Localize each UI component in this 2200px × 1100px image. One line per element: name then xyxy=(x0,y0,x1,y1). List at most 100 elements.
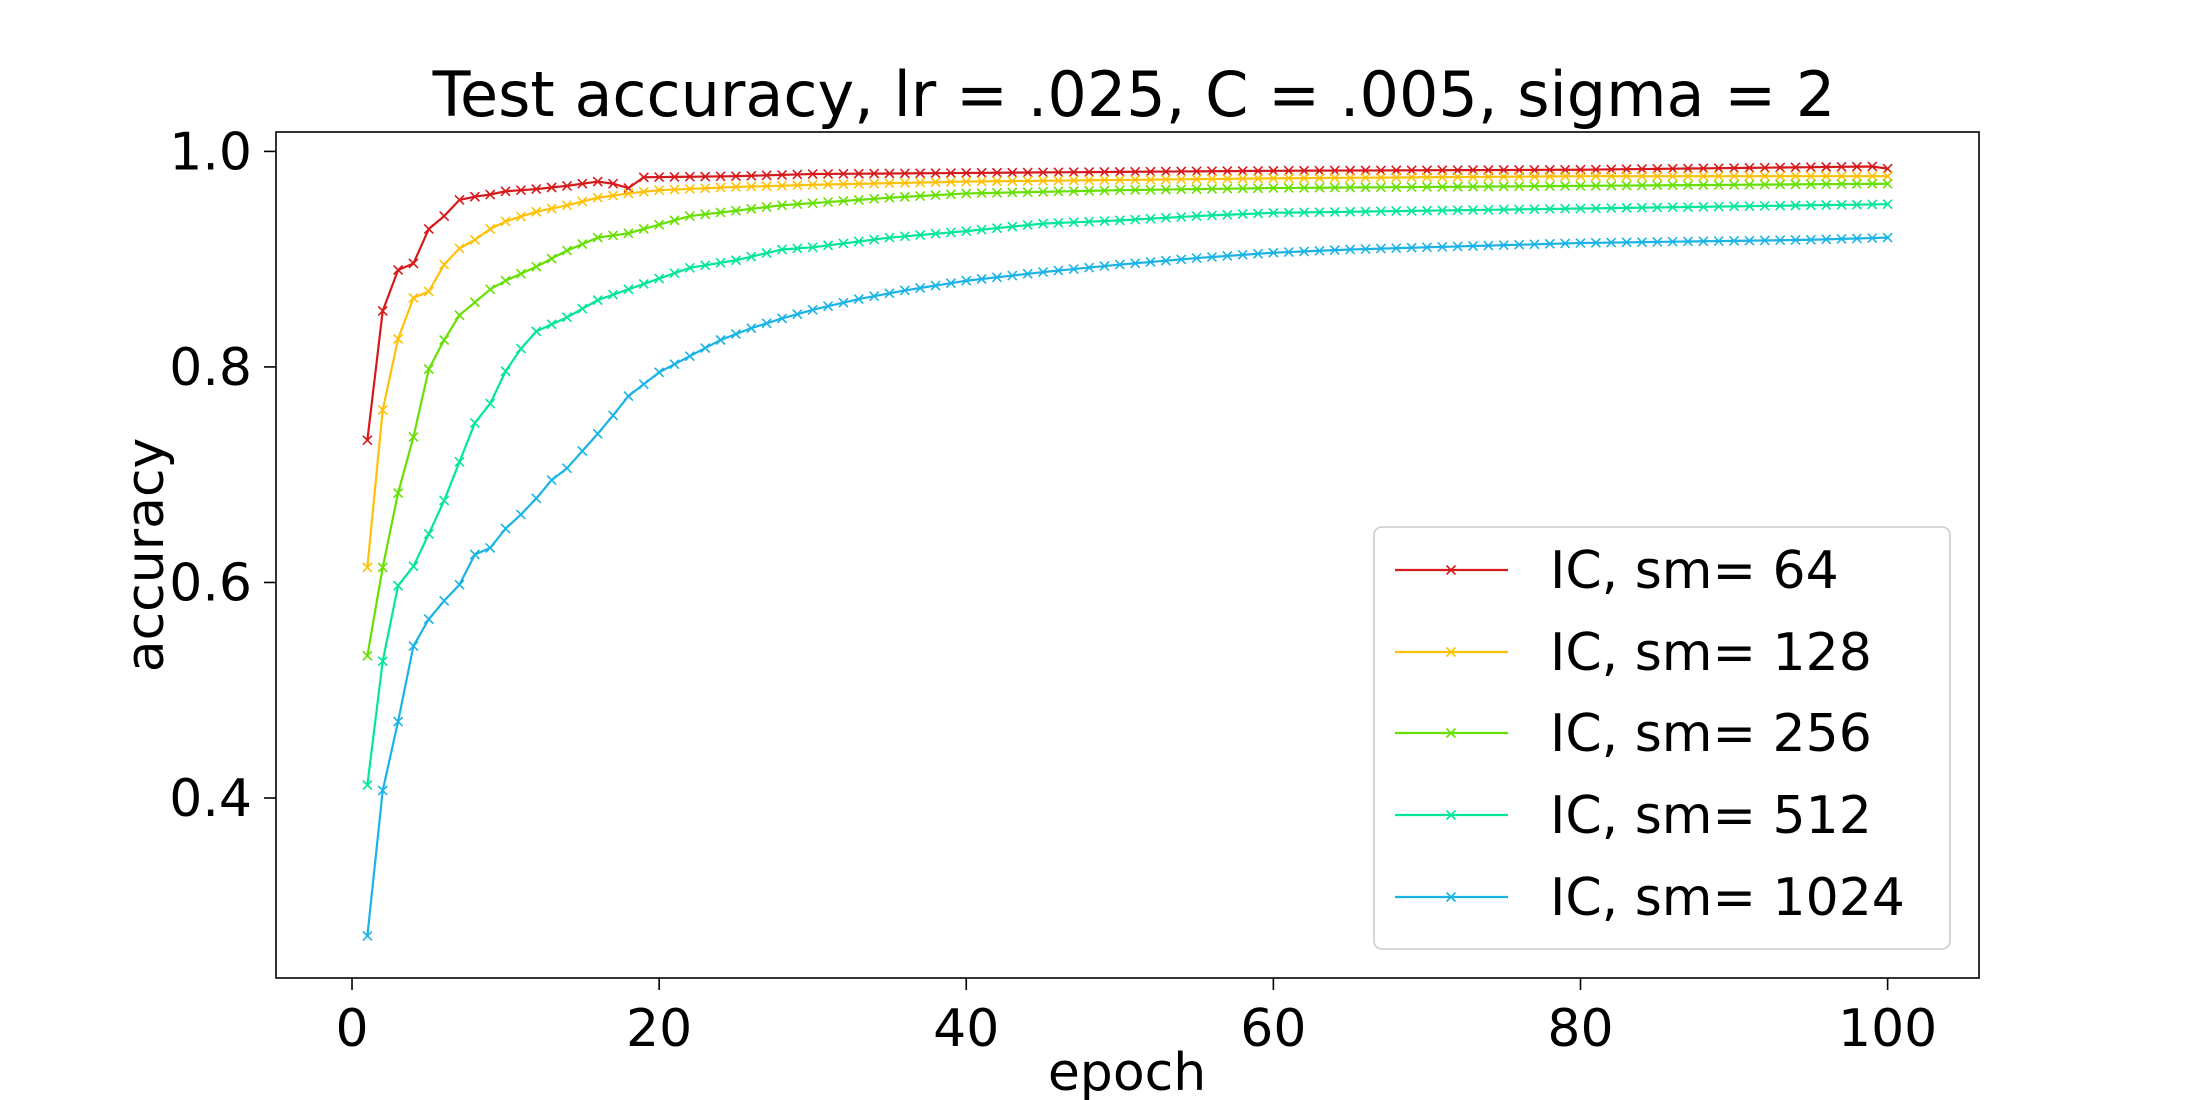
data-point xyxy=(393,264,404,276)
data-point xyxy=(423,223,434,235)
data-point xyxy=(1176,254,1187,265)
data-point xyxy=(1283,173,1294,184)
data-point xyxy=(899,168,910,179)
data-point xyxy=(1867,232,1878,244)
data-point xyxy=(1037,186,1049,197)
data-point xyxy=(515,509,526,520)
data-point xyxy=(592,295,603,306)
data-point xyxy=(1360,165,1371,176)
data-point xyxy=(1268,165,1279,176)
data-point xyxy=(869,291,880,302)
series-line xyxy=(366,182,1888,656)
data-point xyxy=(976,188,987,199)
data-point xyxy=(1529,171,1540,182)
data-point xyxy=(838,168,849,179)
data-point xyxy=(577,196,588,207)
data-point xyxy=(469,549,480,560)
data-point xyxy=(1084,175,1095,186)
data-point xyxy=(1805,200,1816,211)
data-point xyxy=(1160,184,1171,195)
data-point xyxy=(1114,259,1125,270)
data-point xyxy=(1529,239,1540,250)
data-point xyxy=(1544,203,1555,215)
data-point xyxy=(1790,171,1801,182)
data-point xyxy=(961,176,972,187)
data-point xyxy=(915,177,926,188)
data-point xyxy=(930,168,941,179)
data-point xyxy=(1252,248,1264,259)
series-line xyxy=(366,175,1888,568)
data-point xyxy=(792,309,803,320)
data-point xyxy=(1283,207,1294,218)
data-point xyxy=(1130,258,1141,269)
data-point xyxy=(469,191,480,202)
data-point xyxy=(1729,171,1740,182)
data-point xyxy=(1084,216,1095,227)
data-point xyxy=(1744,235,1755,246)
legend-label: IC, sm= 512 xyxy=(1550,786,1872,846)
data-point xyxy=(608,410,619,421)
data-point xyxy=(1606,180,1617,191)
data-point xyxy=(1437,205,1448,216)
data-point xyxy=(1467,171,1479,183)
data-point xyxy=(761,318,772,329)
data-point xyxy=(715,171,726,182)
data-point xyxy=(669,268,680,279)
data-point xyxy=(776,313,788,324)
data-point xyxy=(561,180,573,191)
data-point xyxy=(1053,186,1064,197)
data-point xyxy=(1682,171,1694,182)
data-point xyxy=(838,179,849,190)
data-point xyxy=(393,487,404,499)
data-point xyxy=(1299,246,1310,257)
data-point xyxy=(1222,173,1233,184)
data-point xyxy=(853,194,864,205)
data-point xyxy=(1544,171,1555,182)
data-point xyxy=(1698,171,1709,182)
data-point xyxy=(1514,171,1525,182)
data-point xyxy=(869,178,880,189)
legend-label: IC, sm= 256 xyxy=(1550,704,1872,764)
data-point xyxy=(1037,175,1049,186)
data-point xyxy=(546,182,557,193)
data-point xyxy=(899,191,910,202)
data-point xyxy=(1360,243,1371,255)
data-point xyxy=(1299,207,1310,218)
data-point xyxy=(1560,180,1571,192)
legend: IC, sm= 64 IC, sm= 128 IC, sm= 256 IC, sm= … xyxy=(1373,526,1951,950)
data-point xyxy=(945,189,956,200)
data-point xyxy=(700,343,711,354)
data-point xyxy=(930,228,941,239)
data-point xyxy=(976,273,987,285)
data-point xyxy=(961,188,972,199)
data-point xyxy=(654,185,665,196)
data-point xyxy=(1421,181,1433,193)
data-point xyxy=(1391,206,1402,217)
data-point xyxy=(1406,182,1417,193)
x-tick-label: 80 xyxy=(1547,999,1613,1059)
data-point xyxy=(577,239,588,250)
data-point xyxy=(1498,181,1509,192)
legend-entry: IC, sm= 128 xyxy=(1395,623,1872,683)
data-point xyxy=(822,240,834,251)
data-point xyxy=(669,359,680,370)
data-point xyxy=(1590,203,1601,214)
data-point xyxy=(1375,172,1386,183)
data-point xyxy=(1467,181,1479,192)
data-point xyxy=(1483,204,1494,215)
data-point xyxy=(1514,239,1525,250)
data-point xyxy=(1145,213,1156,224)
data-point xyxy=(1483,171,1494,182)
data-point xyxy=(807,242,818,253)
data-point xyxy=(1421,242,1433,253)
data-point xyxy=(1191,166,1202,177)
data-point xyxy=(1575,203,1586,214)
data-point xyxy=(930,190,941,201)
data-point xyxy=(669,215,680,226)
data-point xyxy=(945,167,956,179)
data-point xyxy=(1037,167,1049,178)
data-point xyxy=(1805,171,1816,182)
data-point xyxy=(1421,172,1433,183)
data-point xyxy=(1682,163,1694,174)
series-2 xyxy=(362,171,1893,573)
